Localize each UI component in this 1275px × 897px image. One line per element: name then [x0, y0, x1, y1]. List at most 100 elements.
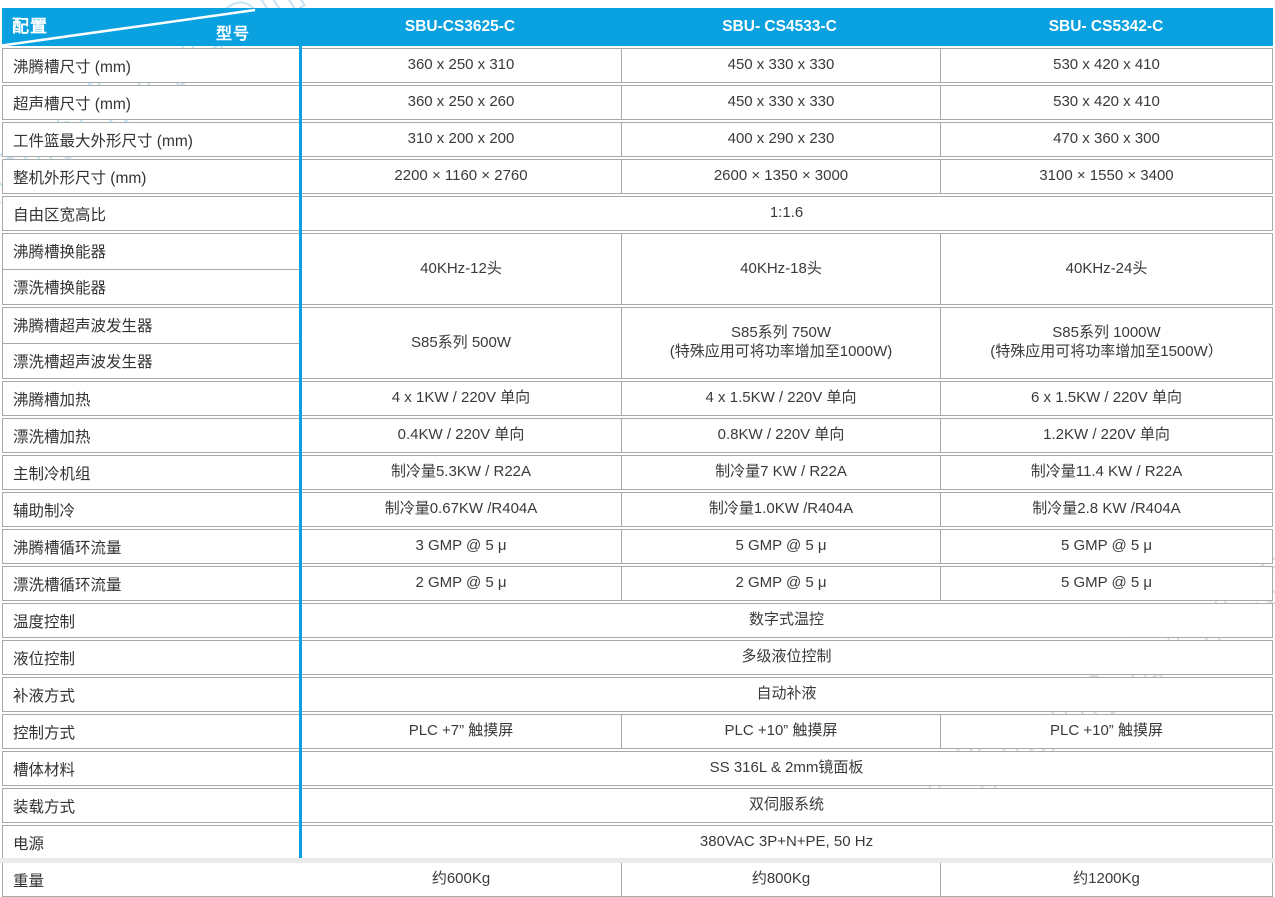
- table-row: 工件篮最大外形尺寸 (mm) 310 x 200 x 200 400 x 290…: [2, 122, 1273, 157]
- column-header-model-1: SBU-CS3625-C: [404, 18, 516, 35]
- spec-value: 3 GMP @ 5 μ: [415, 537, 507, 555]
- spec-label: 辅助制冷: [13, 502, 76, 520]
- table-row: 主制冷机组 制冷量5.3KW / R22A 制冷量7 KW / R22A 制冷量…: [2, 455, 1273, 490]
- spec-label: 装载方式: [13, 798, 76, 816]
- spec-label: 电源: [13, 835, 45, 853]
- spec-value: 5 GMP @ 5 μ: [940, 567, 1272, 600]
- table-row: 沸腾槽尺寸 (mm) 360 x 250 x 310 450 x 330 x 3…: [2, 48, 1273, 83]
- spec-label: 沸腾槽尺寸 (mm): [13, 58, 131, 76]
- spec-label-pair: 沸腾槽超声波发生器 漂洗槽超声波发生器: [3, 308, 301, 378]
- spec-value: S85系列 1000W (特殊应用可将功率增加至1500W）: [940, 308, 1272, 378]
- spec-label: 沸腾槽换能器: [13, 244, 107, 262]
- spec-table: 配置 型号 SBU-CS3625-C SBU- CS4533-C SBU- CS…: [2, 8, 1273, 897]
- spec-value: 约800Kg: [621, 863, 940, 896]
- spec-value: 530 x 420 x 410: [940, 49, 1272, 82]
- spec-value-span: SS 316L & 2mm镜面板: [709, 759, 864, 777]
- table-row: 辅助制冷 制冷量0.67KW /R404A 制冷量1.0KW /R404A 制冷…: [2, 492, 1273, 527]
- spec-label: 漂洗槽超声波发生器: [3, 342, 301, 379]
- spec-label: 沸腾槽超声波发生器: [13, 318, 153, 336]
- spec-value: 2600 × 1350 × 3000: [621, 160, 940, 193]
- table-row: 漂洗槽循环流量 2 GMP @ 5 μ 2 GMP @ 5 μ 5 GMP @ …: [2, 566, 1273, 601]
- spec-label: 沸腾槽循环流量: [13, 539, 122, 557]
- table-row-group: 沸腾槽超声波发生器 漂洗槽超声波发生器 S85系列 500W S85系列 750…: [2, 307, 1273, 379]
- spec-value: 制冷量0.67KW /R404A: [384, 500, 538, 518]
- spec-value-span: 多级液位控制: [741, 648, 832, 666]
- table-row: 漂洗槽加热 0.4KW / 220V 单向 0.8KW / 220V 单向 1.…: [2, 418, 1273, 453]
- spec-value: 1.2KW / 220V 单向: [940, 419, 1272, 452]
- spec-label: 控制方式: [13, 724, 76, 742]
- spec-value: 40KHz-18头: [621, 234, 940, 304]
- spec-label: 超声槽尺寸 (mm): [13, 95, 131, 113]
- table-row: 超声槽尺寸 (mm) 360 x 250 x 260 450 x 330 x 3…: [2, 85, 1273, 120]
- spec-value: PLC +10” 触摸屏: [940, 715, 1272, 748]
- spec-value: 制冷量5.3KW / R22A: [390, 463, 532, 481]
- spec-value: 360 x 250 x 310: [407, 56, 515, 74]
- table-row: 沸腾槽循环流量 3 GMP @ 5 μ 5 GMP @ 5 μ 5 GMP @ …: [2, 529, 1273, 564]
- spec-value: PLC +7” 触摸屏: [408, 722, 514, 740]
- spec-label: 重量: [13, 872, 45, 890]
- spec-value-span: 双伺服系统: [748, 796, 824, 814]
- spec-label: 温度控制: [13, 613, 76, 631]
- spec-value: 40KHz-12头: [420, 259, 502, 277]
- header-corner-cell: 配置 型号: [2, 8, 300, 46]
- spec-value: 4 x 1KW / 220V 单向: [391, 389, 531, 407]
- spec-value: 2200 × 1160 × 2760: [394, 167, 528, 185]
- spec-value: 约600Kg: [431, 870, 491, 888]
- spec-value: 400 x 290 x 230: [621, 123, 940, 156]
- spec-label: 漂洗槽循环流量: [13, 576, 122, 594]
- table-row-group: 沸腾槽换能器 漂洗槽换能器 40KHz-12头 40KHz-18头 40KHz-…: [2, 233, 1273, 305]
- spec-value: 0.8KW / 220V 单向: [621, 419, 940, 452]
- table-row: 补液方式 自动补液: [2, 677, 1273, 712]
- spec-value-span: 自动补液: [756, 685, 817, 703]
- table-row: 重量 约600Kg 约800Kg 约1200Kg: [2, 862, 1273, 897]
- spec-value: 4 x 1.5KW / 220V 单向: [621, 382, 940, 415]
- table-row: 装载方式 双伺服系统: [2, 788, 1273, 823]
- spec-value: 约1200Kg: [940, 863, 1272, 896]
- table-header: 配置 型号 SBU-CS3625-C SBU- CS4533-C SBU- CS…: [2, 8, 1273, 46]
- spec-value: 360 x 250 x 260: [407, 93, 515, 111]
- spec-value: 450 x 330 x 330: [621, 86, 940, 119]
- table-row: 自由区宽高比 1:1.6: [2, 196, 1273, 231]
- spec-value: S85系列 750W (特殊应用可将功率增加至1000W): [621, 308, 940, 378]
- spec-value: 40KHz-24头: [940, 234, 1272, 304]
- spec-label: 自由区宽高比: [13, 206, 107, 224]
- diagonal-divider-line: [2, 8, 256, 46]
- spec-label: 漂洗槽换能器: [3, 268, 301, 305]
- column-header-model-2: SBU- CS4533-C: [722, 18, 837, 35]
- accent-column-divider: [299, 46, 302, 859]
- spec-value: 制冷量1.0KW /R404A: [621, 493, 940, 526]
- spec-label-pair: 沸腾槽换能器 漂洗槽换能器: [3, 234, 301, 304]
- spec-value: S85系列 500W: [410, 333, 512, 351]
- spec-label: 液位控制: [13, 650, 76, 668]
- spec-label: 槽体材料: [13, 761, 76, 779]
- table-row: 沸腾槽加热 4 x 1KW / 220V 单向 4 x 1.5KW / 220V…: [2, 381, 1273, 416]
- spec-label: 沸腾槽加热: [13, 391, 91, 409]
- spec-value-span: 1:1.6: [769, 204, 804, 222]
- table-row: 整机外形尺寸 (mm) 2200 × 1160 × 2760 2600 × 13…: [2, 159, 1273, 194]
- spec-label: 整机外形尺寸 (mm): [13, 169, 147, 187]
- spec-value: PLC +10” 触摸屏: [621, 715, 940, 748]
- spec-label: 补液方式: [13, 687, 76, 705]
- spec-value: 2 GMP @ 5 μ: [415, 574, 507, 592]
- column-header-model-3: SBU- CS5342-C: [1048, 18, 1164, 35]
- spec-value: 5 GMP @ 5 μ: [621, 530, 940, 563]
- spec-value: 制冷量7 KW / R22A: [621, 456, 940, 489]
- spec-value: 450 x 330 x 330: [621, 49, 940, 82]
- spec-value: 470 x 360 x 300: [940, 123, 1272, 156]
- spec-value: 310 x 200 x 200: [407, 130, 515, 148]
- spec-value: 2 GMP @ 5 μ: [621, 567, 940, 600]
- spec-value: 6 x 1.5KW / 220V 单向: [940, 382, 1272, 415]
- spec-value: 制冷量11.4 KW / R22A: [940, 456, 1272, 489]
- bottom-edge-artifact: [0, 858, 1275, 863]
- header-corner-model-label: 型号: [215, 26, 250, 43]
- spec-value-span: 数字式温控: [748, 611, 824, 629]
- table-row: 电源 380VAC 3P+N+PE, 50 Hz: [2, 825, 1273, 860]
- spec-value: 制冷量2.8 KW /R404A: [940, 493, 1272, 526]
- spec-label: 主制冷机组: [13, 465, 91, 483]
- table-row: 温度控制 数字式温控: [2, 603, 1273, 638]
- spec-value: 530 x 420 x 410: [940, 86, 1272, 119]
- header-corner-config-label: 配置: [12, 17, 48, 36]
- table-row: 控制方式 PLC +7” 触摸屏 PLC +10” 触摸屏 PLC +10” 触…: [2, 714, 1273, 749]
- spec-value-span: 380VAC 3P+N+PE, 50 Hz: [699, 833, 874, 851]
- spec-value: 3100 × 1550 × 3400: [940, 160, 1272, 193]
